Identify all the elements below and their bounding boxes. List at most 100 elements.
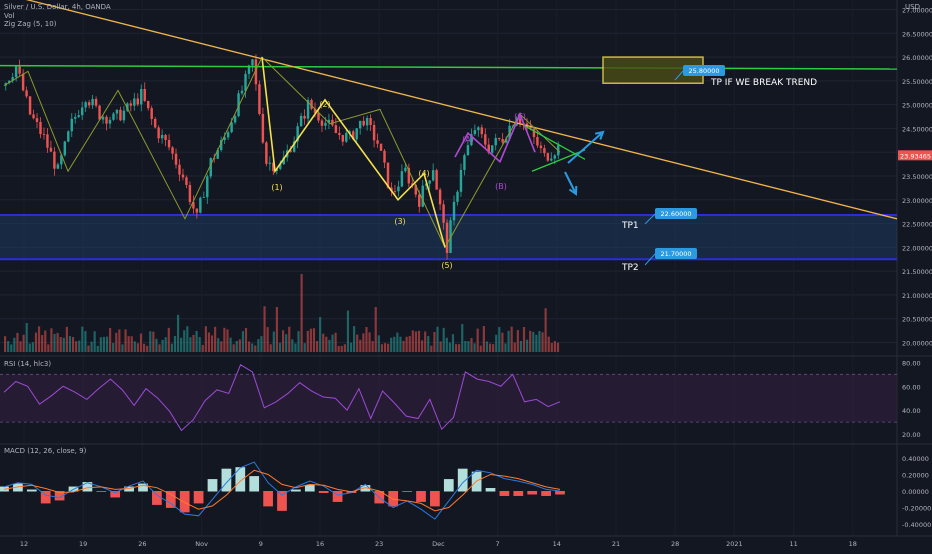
macd-hist-bar	[26, 489, 37, 492]
volume-bar	[65, 326, 68, 352]
volume-bar	[303, 343, 306, 352]
volume-bar	[331, 334, 334, 352]
volume-bar	[275, 307, 278, 352]
wave-label: (4)	[418, 169, 429, 178]
candle-body	[480, 127, 484, 135]
volume-bar	[210, 335, 214, 352]
volume-bar	[319, 317, 322, 352]
volume-bar	[214, 326, 217, 352]
volume-bar	[269, 344, 272, 352]
volume-bar	[356, 334, 359, 352]
volume-bar	[526, 339, 529, 352]
candle-body	[463, 155, 466, 170]
candle-body	[112, 113, 115, 120]
currency-label: USD	[905, 3, 920, 11]
volume-bar	[217, 338, 220, 352]
candle-body	[261, 113, 265, 143]
candle-body	[358, 120, 362, 129]
bearish-arrow	[564, 171, 577, 195]
time-tick-label: Nov	[195, 540, 208, 548]
triangle-lower	[531, 149, 586, 172]
candle-body	[202, 197, 206, 198]
symbol-title: Silver / U.S. Dollar, 4h, OANDA	[4, 3, 111, 11]
volume-bar	[121, 344, 124, 352]
candle-body	[456, 191, 459, 202]
candle-body	[418, 194, 421, 207]
volume-bar	[535, 334, 538, 352]
wave-label: (1)	[271, 183, 282, 192]
volume-bar	[183, 330, 186, 352]
volume-bar	[433, 331, 436, 352]
volume-bar	[164, 337, 167, 352]
volume-bar	[461, 323, 464, 352]
candle-body	[230, 122, 233, 133]
candle-body	[219, 140, 223, 151]
volume-bar	[143, 343, 146, 352]
rsi-band	[0, 374, 897, 423]
macd-tick-label: 0.40000	[902, 455, 929, 463]
volume-bar	[396, 332, 399, 352]
macd-hist-bar	[235, 467, 246, 492]
macd-hist-bar	[179, 491, 190, 513]
macd-hist-bar	[304, 485, 315, 492]
candle-body	[268, 162, 272, 164]
volume-bar	[223, 327, 226, 352]
volume-bar	[513, 342, 516, 352]
current-price-bg	[898, 150, 932, 161]
candle-body	[254, 59, 258, 85]
volume-bar	[550, 343, 553, 352]
candle-body	[279, 164, 282, 169]
candle-body	[424, 183, 428, 186]
candle-body	[518, 118, 522, 124]
candle-body	[303, 115, 306, 119]
volume-bar	[362, 333, 365, 352]
volume-bar	[417, 330, 421, 352]
volume-bar	[371, 341, 374, 352]
vol-legend: Vol	[4, 12, 15, 20]
volume-bar	[325, 336, 328, 352]
resistance-line	[0, 64, 898, 70]
candle-body	[411, 183, 414, 185]
volume-bar	[278, 342, 282, 352]
candle-body	[431, 170, 435, 181]
candle-body	[199, 197, 202, 213]
macd-hist-bar	[193, 491, 204, 504]
macd-hist-bar	[221, 468, 232, 492]
candle-body	[470, 134, 473, 146]
macd-hist-bar	[291, 489, 301, 492]
volume-bar	[309, 328, 312, 352]
volume-bar	[25, 322, 28, 352]
macd-hist-bar	[332, 491, 343, 502]
candle-body	[341, 134, 345, 142]
volume-bar	[538, 330, 541, 352]
candle-body	[400, 171, 404, 187]
candle-body	[355, 128, 358, 140]
volume-bar	[105, 336, 109, 352]
volume-bar	[133, 341, 136, 352]
volume-bar	[485, 341, 489, 352]
volume-bar	[149, 331, 152, 352]
volume-bar	[408, 336, 411, 352]
candle-body	[310, 100, 313, 109]
volume-bar	[479, 345, 482, 352]
volume-bar	[75, 341, 78, 352]
macd-hist-bar	[152, 491, 162, 505]
candle-body	[407, 167, 411, 184]
current-price-label: 23.93465	[900, 152, 931, 160]
candle-body	[497, 138, 501, 140]
candle-body	[352, 131, 355, 140]
volume-bar	[337, 345, 340, 352]
volume-bar	[189, 337, 192, 352]
candle-body	[369, 118, 372, 125]
candle-body	[477, 127, 480, 131]
volume-bar	[201, 344, 204, 352]
elliott-impulse-wave	[261, 56, 446, 248]
time-tick-label: 16	[316, 540, 324, 548]
candle-body	[376, 140, 379, 144]
volume-bar	[235, 340, 238, 352]
volume-bar	[340, 345, 343, 352]
volume-bar	[458, 344, 461, 352]
volume-bar	[34, 332, 38, 352]
